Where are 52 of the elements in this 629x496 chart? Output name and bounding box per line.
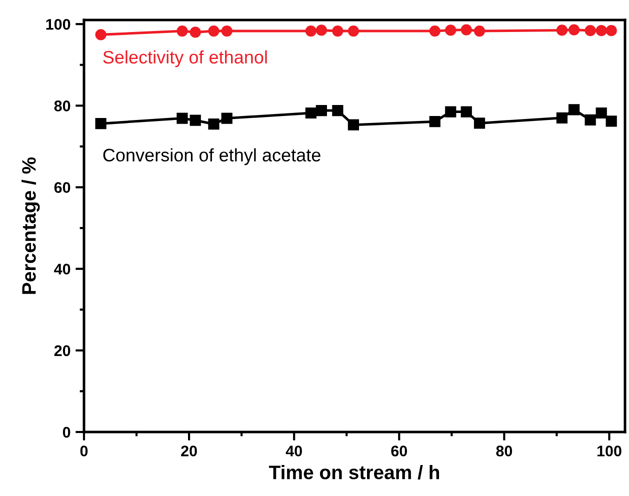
x-tick-label: 20 (181, 446, 197, 456)
point (221, 25, 232, 37)
y-tick-label: 40 (54, 264, 70, 275)
point (556, 112, 568, 124)
point (208, 25, 220, 37)
point (568, 104, 580, 116)
point (460, 106, 472, 118)
series-label: Selectivity of ethanol (103, 50, 267, 68)
point (568, 24, 580, 36)
point (474, 25, 486, 37)
y-axis-title: Percentage / % (22, 157, 40, 294)
x-tick-label: 40 (286, 446, 302, 456)
point (95, 118, 106, 130)
y-tick-label: 0 (62, 426, 70, 438)
y-tick-label: 20 (54, 345, 70, 356)
point (305, 107, 316, 119)
point (445, 106, 456, 118)
x-tick-label: 60 (391, 446, 408, 456)
y-tick-label: 60 (54, 182, 70, 193)
point (190, 26, 201, 38)
point (445, 24, 456, 36)
point (584, 25, 596, 36)
point (332, 105, 344, 116)
point (584, 114, 596, 126)
x-axis-title: Time on stream / h (268, 464, 440, 480)
point (95, 29, 106, 40)
x-tick-label: 80 (496, 446, 512, 456)
point (429, 116, 440, 128)
point (221, 112, 232, 124)
point (348, 25, 360, 37)
point (305, 25, 316, 37)
point (332, 25, 344, 37)
y-tick-label: 100 (46, 18, 70, 30)
point (606, 116, 617, 127)
point (429, 25, 440, 37)
point (606, 25, 617, 36)
point (316, 105, 327, 116)
point (460, 24, 472, 36)
point (596, 25, 607, 36)
point (176, 25, 188, 37)
point (316, 24, 327, 36)
x-tick-label: 100 (597, 446, 622, 456)
point (176, 112, 188, 124)
point (556, 24, 568, 36)
series-label: Conversion of ethyl acetate (103, 148, 320, 166)
point (474, 118, 486, 129)
point (190, 114, 201, 126)
point (348, 119, 360, 130)
y-tick-label: 80 (54, 100, 70, 112)
point (208, 118, 220, 130)
point (596, 107, 607, 119)
x-tick-label: 0 (80, 446, 88, 456)
